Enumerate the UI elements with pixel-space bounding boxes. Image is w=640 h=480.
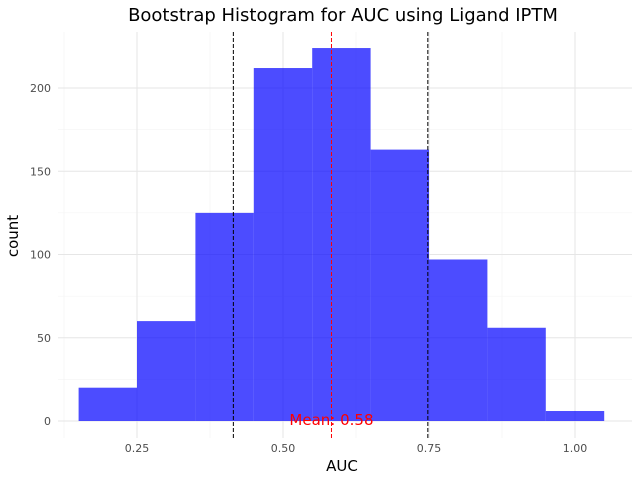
- mean-annotation: Mean: 0.58: [289, 411, 373, 429]
- y-tick-label: 200: [30, 82, 51, 95]
- x-tick-label: 0.75: [417, 442, 442, 455]
- y-tick-label: 100: [30, 249, 51, 262]
- histogram-bar: [195, 212, 254, 421]
- histogram-bar: [487, 327, 546, 421]
- x-tick-label: 0.25: [125, 442, 150, 455]
- y-axis-title: count: [4, 215, 22, 257]
- histogram-bar: [312, 48, 371, 421]
- x-tick-label: 1.00: [563, 442, 588, 455]
- histogram-bar: [78, 387, 137, 421]
- y-tick-label: 150: [30, 165, 51, 178]
- histogram-bar: [429, 259, 488, 421]
- reference-lines: [232, 32, 429, 438]
- x-axis-ticks: 0.25 0.50 0.75 1.00: [125, 442, 588, 455]
- chart-title: Bootstrap Histogram for AUC using Ligand…: [128, 5, 558, 26]
- histogram-bar: [545, 411, 605, 421]
- histogram-bar: [137, 321, 196, 421]
- histogram-bars: [78, 48, 605, 422]
- histogram-bar: [370, 149, 429, 422]
- y-tick-label: 0: [44, 415, 51, 428]
- x-tick-label: 0.50: [271, 442, 296, 455]
- y-tick-label: 50: [37, 332, 51, 345]
- y-axis-ticks: 0 50 100 150 200: [30, 82, 51, 428]
- x-axis-title: AUC: [326, 457, 358, 475]
- histogram-bar: [253, 68, 313, 422]
